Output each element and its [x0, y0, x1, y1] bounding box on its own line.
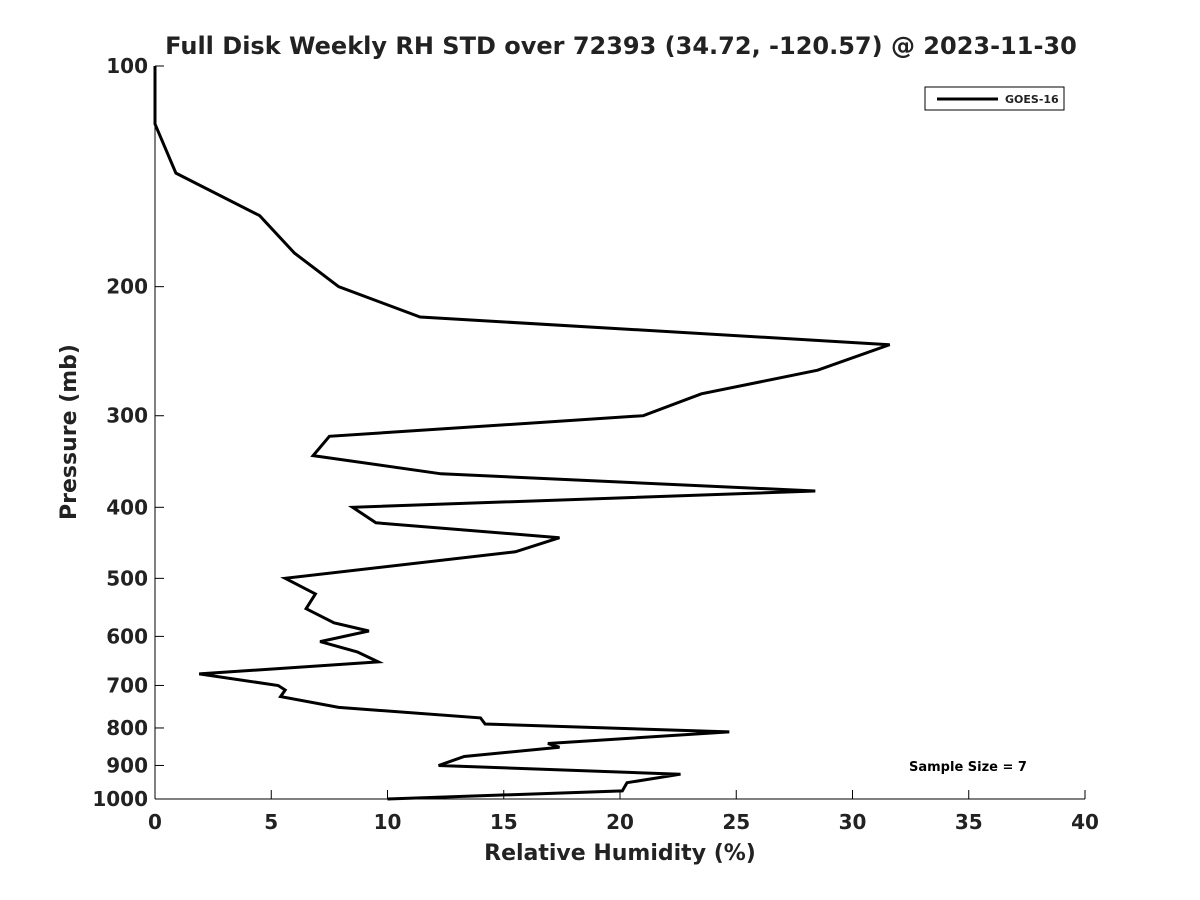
x-axis-label: Relative Humidity (%) — [484, 841, 756, 866]
x-tick-label-35: 35 — [955, 810, 983, 834]
x-tick-label-30: 30 — [839, 810, 867, 834]
y-tick-label-800: 800 — [106, 716, 148, 740]
x-tick-label-0: 0 — [148, 810, 162, 834]
series-layer — [153, 66, 891, 801]
x-tick-label-10: 10 — [374, 810, 402, 834]
legend-label-goes-16: GOES-16 — [1005, 93, 1059, 106]
chart-title: Full Disk Weekly RH STD over 72393 (34.7… — [165, 32, 1077, 60]
y-tick-label-900: 900 — [106, 753, 148, 777]
y-tick-label-700: 700 — [106, 673, 148, 697]
sample-size-annotation: Sample Size = 7 — [909, 760, 1027, 775]
y-tick-label-500: 500 — [106, 566, 148, 590]
x-tick-label-40: 40 — [1071, 810, 1099, 834]
x-tick-label-15: 15 — [490, 810, 518, 834]
y-tick-label-400: 400 — [106, 495, 148, 519]
y-tick-label-100: 100 — [106, 54, 148, 78]
x-tick-label-25: 25 — [722, 810, 750, 834]
y-tick-label-1000: 1000 — [92, 787, 148, 811]
y-axis-label: Pressure (mb) — [57, 344, 82, 520]
series-line-goes-16 — [153, 66, 891, 801]
x-tick-label-5: 5 — [264, 810, 278, 834]
x-tick-label-20: 20 — [606, 810, 634, 834]
x-ticks: 0 5 10 15 20 25 30 35 40 — [148, 790, 1099, 834]
legend: GOES-16 — [924, 86, 1065, 111]
y-ticks: 100 200 300 400 500 600 700 800 900 1000 — [92, 54, 164, 811]
y-tick-label-200: 200 — [106, 275, 148, 299]
y-tick-label-300: 300 — [106, 404, 148, 428]
axes — [154, 66, 1085, 800]
y-tick-label-600: 600 — [106, 624, 148, 648]
